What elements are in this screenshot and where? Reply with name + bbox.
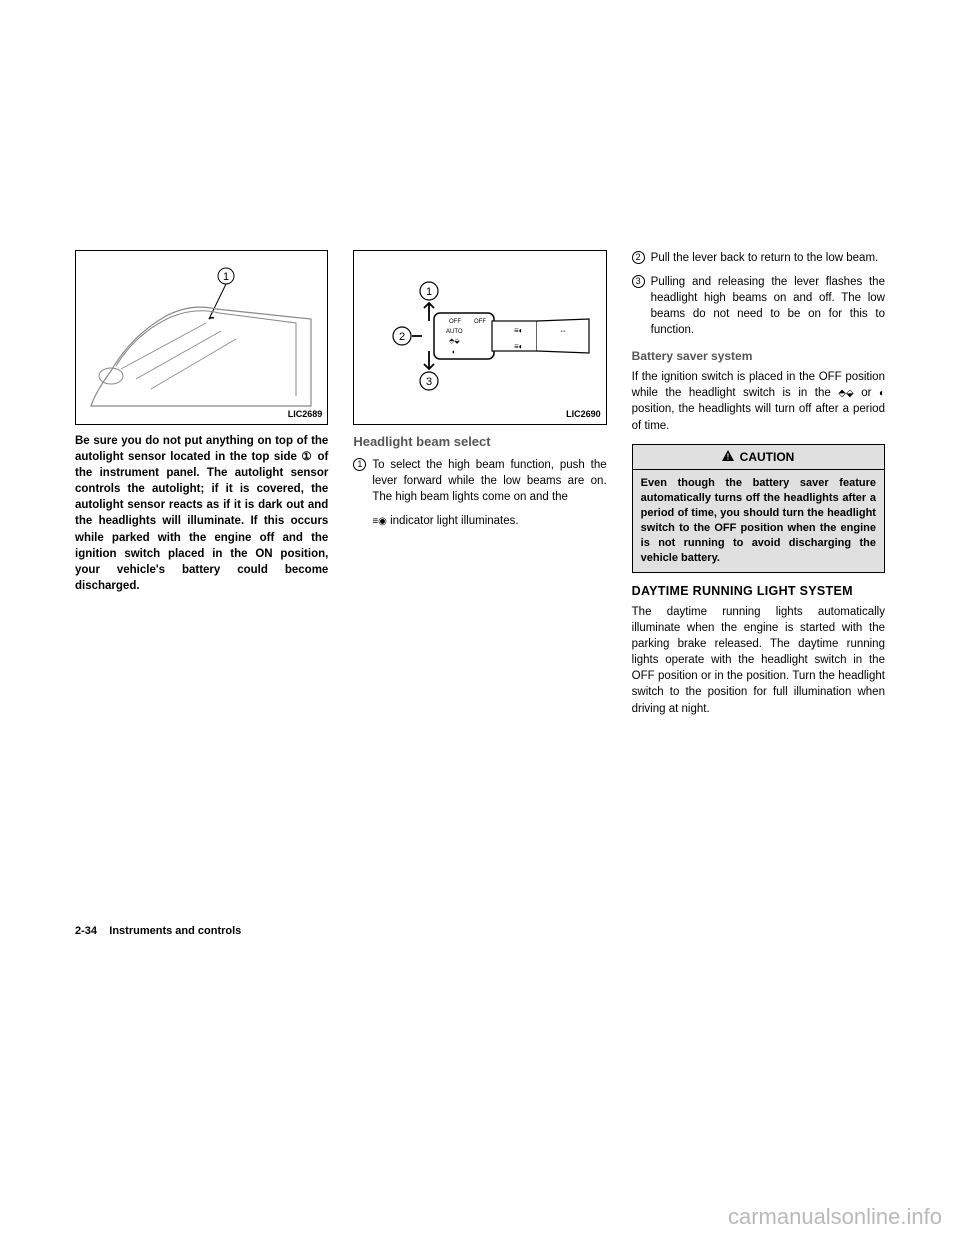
circle-1-icon: 1: [353, 458, 366, 471]
page-body: 1 LIC2689 Be sure you do not put anythin…: [75, 250, 885, 723]
column-2: 1 2 3 OFF OFF AUTO ⬘⬙ ◐ ≡◐ ≡◐ ⇔ LIC: [353, 250, 606, 723]
section-name: Instruments and controls: [109, 925, 241, 937]
page-footer: 2-34 Instruments and controls: [75, 925, 241, 937]
item-3-text: Pulling and releasing the lever flashes …: [651, 274, 885, 338]
svg-text:1: 1: [223, 271, 229, 283]
caution-body: Even though the battery saver feature au…: [633, 470, 884, 571]
battery-saver-text: If the ignition switch is placed in the …: [632, 369, 885, 433]
beam-item-1: 1 To select the high beam function, push…: [353, 457, 606, 505]
car-windshield-illustration: 1: [81, 261, 321, 416]
svg-text:OFF: OFF: [449, 319, 461, 325]
svg-text:2: 2: [399, 331, 405, 343]
beam-item-3: 3 Pulling and releasing the lever flashe…: [632, 274, 885, 338]
figure-headlight-lever: 1 2 3 OFF OFF AUTO ⬘⬙ ◐ ≡◐ ≡◐ ⇔ LIC: [353, 250, 606, 425]
svg-text:!: !: [727, 452, 730, 461]
headlight-icon: ◐: [879, 387, 885, 401]
figure-label-left: LIC2689: [288, 408, 323, 421]
item-1-text: To select the high beam function, push t…: [372, 457, 606, 505]
drl-heading: DAYTIME RUNNING LIGHT SYSTEM: [632, 583, 885, 601]
watermark: carmanualsonline.info: [728, 1204, 942, 1230]
column-3: 2 Pull the lever back to return to the l…: [632, 250, 885, 723]
column-1: 1 LIC2689 Be sure you do not put anythin…: [75, 250, 328, 723]
circle-3-icon: 3: [632, 275, 645, 288]
svg-text:≡◐: ≡◐: [514, 342, 524, 351]
figure-label-right: LIC2690: [566, 408, 601, 421]
warning-icon: !: [722, 449, 734, 466]
beam-item-2: 2 Pull the lever back to return to the l…: [632, 250, 885, 266]
circle-2-icon: 2: [632, 251, 645, 264]
svg-text:AUTO: AUTO: [446, 329, 463, 335]
parking-light-icon: ⬘⬙: [838, 387, 853, 401]
battery-saver-heading: Battery saver system: [632, 348, 885, 365]
autolight-warning-text: Be sure you do not put anything on top o…: [75, 433, 328, 594]
svg-text:◐: ◐: [452, 349, 456, 356]
lever-illustration: 1 2 3 OFF OFF AUTO ⬘⬙ ◐ ≡◐ ≡◐ ⇔: [374, 271, 594, 401]
drl-text: The daytime running lights automatically…: [632, 604, 885, 717]
svg-text:⬘⬙: ⬘⬙: [449, 338, 460, 345]
headlight-beam-heading: Headlight beam select: [353, 433, 606, 451]
caution-box: ! CAUTION Even though the battery saver …: [632, 444, 885, 573]
svg-text:OFF: OFF: [474, 319, 486, 325]
caution-header: ! CAUTION: [633, 445, 884, 471]
high-beam-icon: ≡◉: [372, 515, 387, 529]
svg-text:≡◐: ≡◐: [514, 326, 524, 335]
svg-text:3: 3: [426, 376, 432, 388]
item-1-continuation: ≡◉ indicator light illuminates.: [372, 513, 606, 529]
svg-text:⇔: ⇔: [559, 326, 567, 335]
item-2-text: Pull the lever back to return to the low…: [651, 250, 885, 266]
svg-text:1: 1: [426, 286, 432, 298]
page-number: 2-34: [75, 925, 97, 937]
figure-autolight-sensor: 1 LIC2689: [75, 250, 328, 425]
